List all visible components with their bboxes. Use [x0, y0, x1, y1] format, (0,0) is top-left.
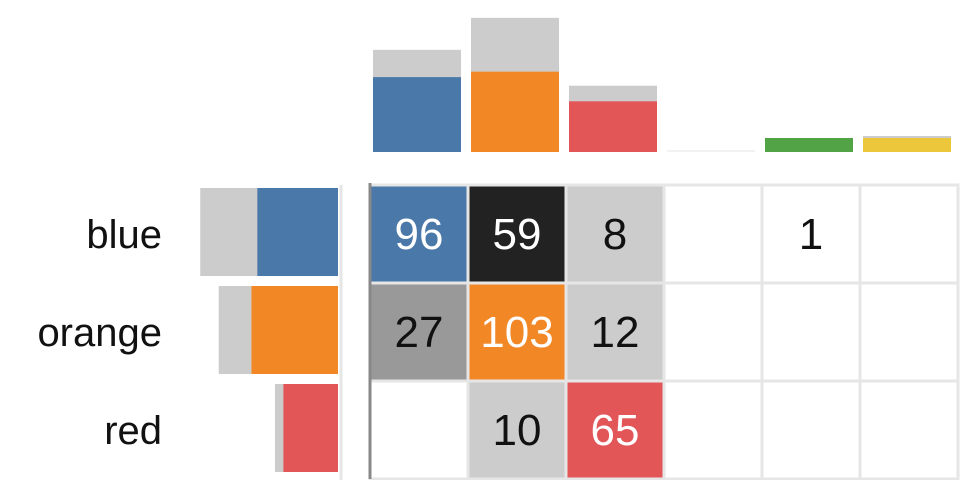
heatmap-cell: [858, 281, 960, 383]
heatmap-cell: [662, 183, 764, 285]
cell-value-label: 1: [799, 210, 823, 259]
top-marginal-colored-bar: [373, 77, 461, 152]
cell-value-label: 12: [591, 308, 640, 357]
heatmap-cell: [564, 379, 666, 480]
left-marginal-colored-bar: [251, 286, 338, 374]
left-marginal-bars: [200, 185, 343, 480]
heatmap-cell: [564, 281, 666, 383]
left-marginal-colored-bar: [283, 384, 338, 472]
top-marginal-colored-bar: [863, 138, 951, 152]
cell-value-label: 65: [591, 406, 640, 455]
top-marginal-colored-bar: [471, 71, 559, 152]
heatmap-cell: [662, 281, 764, 383]
heatmap-cell: [858, 379, 960, 480]
heatmap-grid: 96 59 8 1 27 103 12 10 65: [368, 183, 960, 480]
heatmap-cell: [564, 183, 666, 285]
cell-value-label: 10: [493, 406, 542, 455]
heatmap-cell: [760, 183, 862, 285]
heatmap-cell: [760, 281, 862, 383]
row-label: red: [104, 409, 162, 453]
top-marginal-total-bar: [863, 136, 951, 138]
top-marginal-total-bar: [667, 150, 755, 152]
heatmap-cell: [858, 183, 960, 285]
cell-value-label: 103: [480, 308, 553, 357]
top-marginal-bars: [373, 17, 951, 153]
heatmap-cell: [368, 379, 470, 480]
left-marginal-colored-bar: [257, 188, 338, 276]
top-marginal-colored-bar: [765, 138, 853, 152]
cell-value-label: 59: [493, 210, 542, 259]
row-label: blue: [86, 213, 162, 257]
top-marginal-colored-bar: [569, 101, 657, 152]
heatmap-cell: [760, 379, 862, 480]
row-label: orange: [37, 311, 162, 355]
heatmap-cell: [466, 183, 568, 285]
cell-value-label: 27: [395, 308, 444, 357]
heatmap-cell: [662, 379, 764, 480]
heatmap-cell: [368, 281, 470, 383]
cell-value-label: 8: [603, 210, 627, 259]
row-labels: blue orange red: [37, 213, 162, 453]
cell-value-label: 96: [395, 210, 444, 259]
